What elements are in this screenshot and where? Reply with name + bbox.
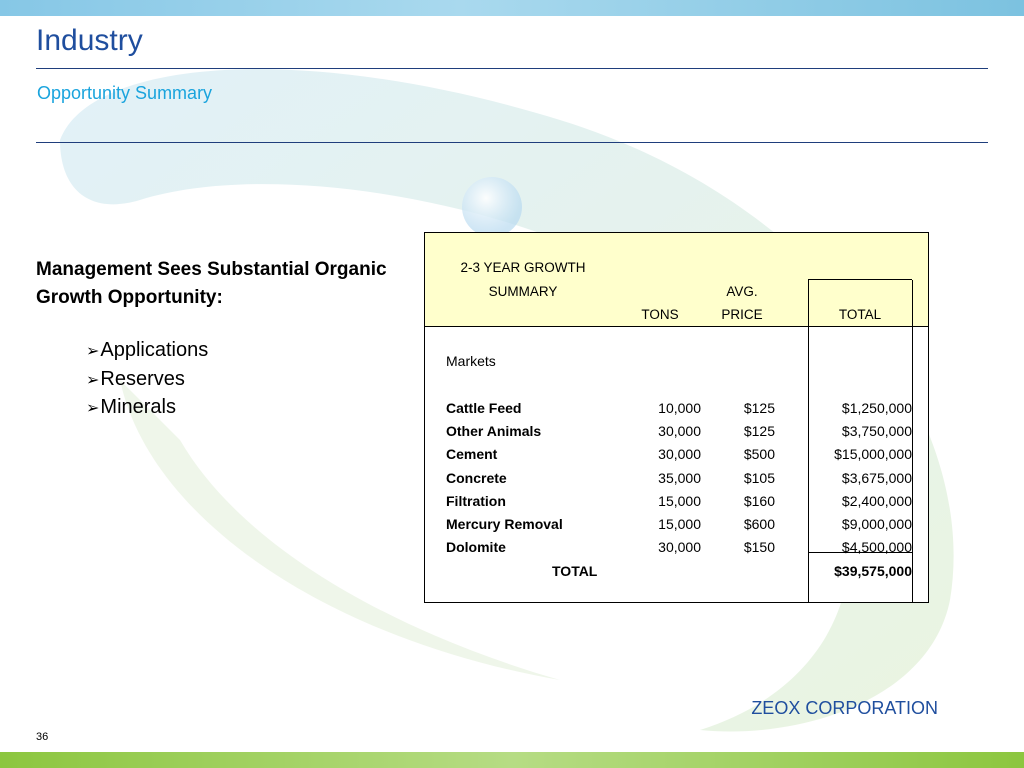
header-title-line1: 2-3 YEAR GROWTH	[460, 260, 586, 275]
price-value: $600	[743, 516, 775, 532]
market-name: Filtration	[446, 493, 506, 509]
subtitle-divider	[36, 142, 988, 143]
price-value: $125	[743, 423, 775, 439]
total-label: TOTAL	[552, 563, 598, 579]
total-value: $4,500,000	[841, 539, 912, 555]
slide-subtitle: Opportunity Summary	[37, 83, 213, 103]
bullet-item: Applications	[86, 337, 208, 366]
bullet-item: Reserves	[86, 366, 208, 395]
market-name: Concrete	[446, 470, 507, 486]
price-value: $105	[743, 470, 775, 486]
growth-summary-table: 2-3 YEAR GROWTH SUMMARY TONS AVG. PRICE …	[424, 232, 929, 603]
tons-value: 30,000	[658, 539, 701, 555]
column-divider	[808, 280, 809, 603]
market-name: Dolomite	[446, 539, 506, 555]
price-value: $125	[743, 400, 775, 416]
total-divider	[808, 552, 912, 553]
total-value: $3,750,000	[841, 423, 912, 439]
slide-title: Industry	[36, 24, 143, 57]
header-tons: TONS	[641, 307, 679, 322]
bullet-item: Minerals	[86, 394, 208, 423]
market-name: Cattle Feed	[446, 400, 522, 416]
opportunity-bullet-list: Applications Reserves Minerals	[86, 337, 208, 423]
total-value: $2,400,000	[841, 493, 912, 509]
total-value: $3,675,000	[841, 470, 912, 486]
price-value: $160	[743, 493, 775, 509]
header-total: TOTAL	[838, 307, 882, 322]
title-divider	[36, 68, 988, 69]
tons-value: 30,000	[658, 446, 701, 462]
page-number: 36	[36, 731, 49, 743]
header-title-line2: SUMMARY	[488, 284, 558, 299]
tons-value: 15,000	[658, 493, 701, 509]
tons-value: 30,000	[658, 423, 701, 439]
tons-value: 10,000	[658, 400, 701, 416]
section-label-markets: Markets	[446, 353, 496, 369]
header-avg: AVG.	[726, 284, 758, 299]
header-price: PRICE	[721, 307, 763, 322]
market-name: Mercury Removal	[446, 516, 563, 532]
price-value: $500	[743, 446, 775, 462]
total-value: $15,000,000	[834, 446, 912, 462]
market-name: Cement	[446, 446, 498, 462]
company-name: ZEOX CORPORATION	[751, 698, 938, 718]
total-value: $9,000,000	[841, 516, 912, 532]
management-heading: Management Sees Substantial Organic Grow…	[36, 259, 387, 308]
bottom-color-band	[0, 752, 1024, 768]
price-value: $150	[743, 539, 775, 555]
column-divider	[912, 280, 913, 603]
header-divider	[808, 279, 912, 280]
grand-total-value: $39,575,000	[834, 563, 912, 579]
top-color-band	[0, 0, 1024, 16]
tons-value: 15,000	[658, 516, 701, 532]
total-value: $1,250,000	[841, 400, 912, 416]
market-name: Other Animals	[446, 423, 542, 439]
table-header	[425, 233, 928, 327]
tons-value: 35,000	[658, 470, 701, 486]
